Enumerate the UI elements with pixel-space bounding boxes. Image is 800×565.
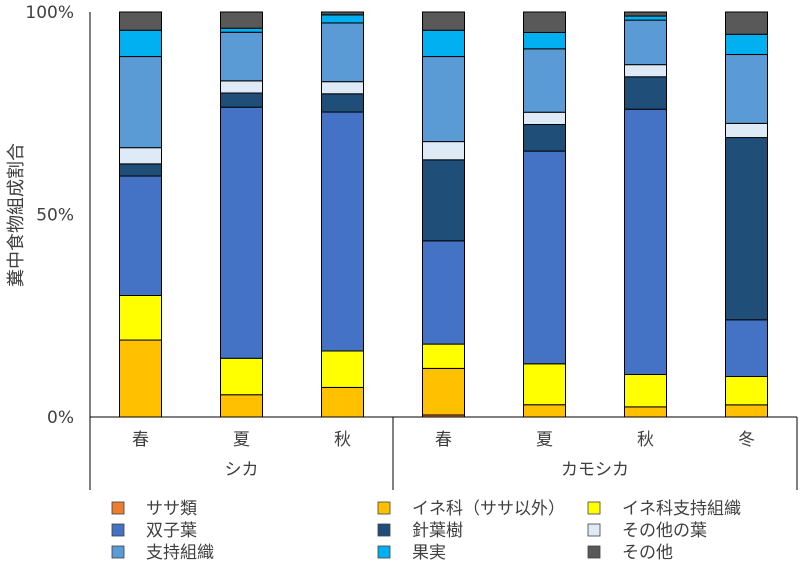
category-label: 冬 <box>738 430 755 450</box>
bar-segment-6-cat-5 <box>523 111 566 125</box>
group-label: シカ <box>225 460 259 480</box>
category-label: 春 <box>132 430 149 450</box>
bar-segment-3-cat-4 <box>422 343 465 369</box>
bar-segment-4-cat-7 <box>725 319 768 377</box>
legend-label: 双子葉 <box>146 521 197 541</box>
bar-segment-2-cat-4 <box>422 367 465 416</box>
bar-segment-9-cat-2 <box>220 11 263 29</box>
bar-segment-9-cat-3 <box>321 11 364 16</box>
bar-segment-2-cat-3 <box>321 386 364 418</box>
bar-segment-6-cat-7 <box>725 122 768 139</box>
legend-label: イネ科支持組織 <box>622 499 741 519</box>
bar-segment-3-cat-3 <box>321 350 364 388</box>
legend-label: ササ類 <box>146 499 197 519</box>
bar-segment-5-cat-6 <box>624 76 667 110</box>
legend-label: 支持組織 <box>146 543 214 563</box>
legend-swatch <box>377 501 391 515</box>
bar-segment-4-cat-1 <box>119 175 162 296</box>
bar-segment-4-cat-3 <box>321 111 364 352</box>
bar-segment-6-cat-2 <box>220 80 263 94</box>
bar-segment-6-cat-3 <box>321 81 364 95</box>
legend-label: イネ科（ササ以外） <box>412 499 565 519</box>
legend-swatch <box>111 523 125 537</box>
bar-segment-3-cat-5 <box>523 363 566 406</box>
bar-segment-5-cat-3 <box>321 93 364 113</box>
legend-label: その他の葉 <box>622 521 707 541</box>
legend-swatch <box>111 545 125 559</box>
bar-segment-7-cat-6 <box>624 19 667 66</box>
category-label: 春 <box>435 430 452 450</box>
bar-segment-7-cat-5 <box>523 48 566 113</box>
legend-swatch <box>587 523 601 537</box>
legend-label: 針葉樹 <box>412 521 463 541</box>
bar-segment-7-cat-4 <box>422 56 465 143</box>
bar-segment-2-cat-6 <box>624 406 667 418</box>
bar-segment-3-cat-6 <box>624 373 667 408</box>
bar-segment-6-cat-4 <box>422 141 465 161</box>
legend-swatch <box>587 501 601 515</box>
bar-segment-4-cat-5 <box>523 150 566 365</box>
bar-segment-3-cat-2 <box>220 357 263 396</box>
legend-label: その他 <box>622 543 673 563</box>
legend-label: 果実 <box>412 543 446 563</box>
category-label: 夏 <box>233 430 250 450</box>
bar-segment-9-cat-5 <box>523 11 566 33</box>
axes-layer: 0% 50% 100% 春 夏 秋 春 夏 秋 冬シカ カモシカ <box>25 3 798 490</box>
category-label: 夏 <box>536 430 553 450</box>
y-tick-label: 0% <box>47 408 74 428</box>
bar-segment-2-cat-2 <box>220 394 263 418</box>
bar-segment-2-cat-7 <box>725 404 768 418</box>
bar-segment-7-cat-1 <box>119 56 162 149</box>
bar-segment-8-cat-2 <box>220 27 263 33</box>
bar-segment-8-cat-1 <box>119 29 162 58</box>
bar-segment-5-cat-1 <box>119 163 162 177</box>
legend-swatch <box>377 545 391 559</box>
bar-segment-8-cat-5 <box>523 31 566 50</box>
bar-segment-5-cat-2 <box>220 92 263 108</box>
y-axis-label: 糞中食物組成割合 <box>6 143 27 287</box>
bar-segment-2-cat-1 <box>119 339 162 418</box>
y-tick-label: 50% <box>36 206 74 226</box>
bar-segment-3-cat-7 <box>725 376 768 406</box>
bar-segment-7-cat-7 <box>725 54 768 124</box>
bar-segment-9-cat-1 <box>119 11 162 31</box>
bars-layer <box>119 11 768 418</box>
bar-segment-8-cat-6 <box>624 15 667 21</box>
legend-swatch <box>111 501 125 515</box>
bar-segment-5-cat-4 <box>422 159 465 242</box>
bar-segment-5-cat-5 <box>523 124 566 152</box>
group-label: カモシカ <box>561 460 629 480</box>
bar-segment-6-cat-1 <box>119 147 162 165</box>
bar-segment-8-cat-7 <box>725 33 768 56</box>
bar-segment-9-cat-6 <box>624 11 667 17</box>
bar-segment-5-cat-7 <box>725 137 768 321</box>
bar-segment-8-cat-4 <box>422 29 465 58</box>
bar-segment-3-cat-1 <box>119 295 162 341</box>
bar-segment-7-cat-2 <box>220 31 263 82</box>
legend-swatch <box>377 523 391 537</box>
bar-segment-4-cat-2 <box>220 106 263 359</box>
bar-segment-4-cat-4 <box>422 240 465 345</box>
bar-segment-2-cat-5 <box>523 404 566 418</box>
bar-segment-6-cat-6 <box>624 64 667 78</box>
y-tick-label: 100% <box>25 3 74 23</box>
bar-segment-4-cat-6 <box>624 108 667 375</box>
bar-segment-8-cat-3 <box>321 14 364 24</box>
legend-swatch <box>587 545 601 559</box>
category-label: 秋 <box>637 430 654 450</box>
category-label: 秋 <box>334 430 351 450</box>
bar-segment-9-cat-4 <box>422 11 465 31</box>
bar-segment-7-cat-3 <box>321 22 364 83</box>
bar-segment-9-cat-7 <box>725 11 768 35</box>
